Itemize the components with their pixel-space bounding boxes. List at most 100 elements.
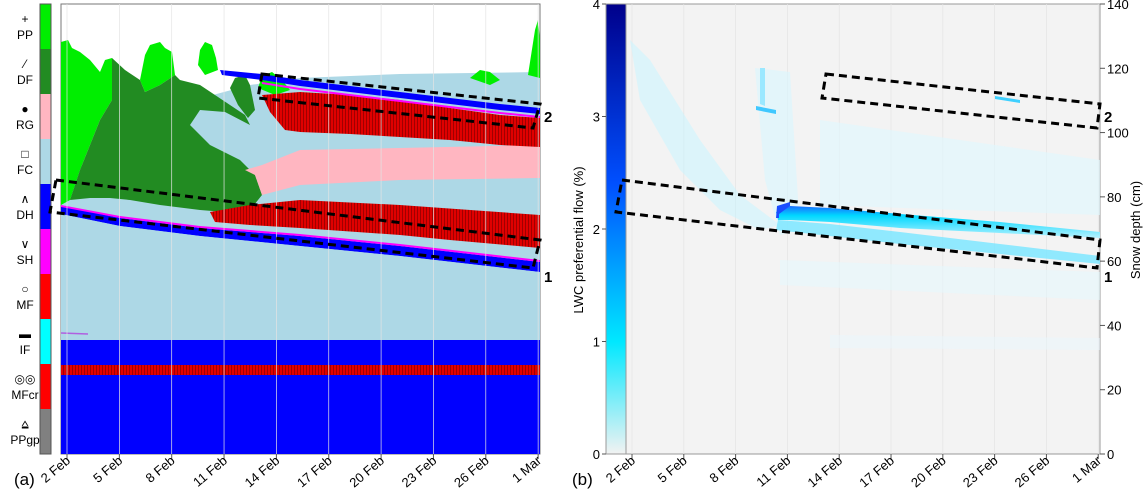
colorbar-ticks: 0 1 2 3 4 xyxy=(593,0,606,462)
colorbar-tick-label: 1 xyxy=(593,335,600,350)
panel-b-x-tick-label: 2 Feb xyxy=(603,453,638,486)
panel-a-x-tick-label: 14 Feb xyxy=(242,453,283,491)
annotation-label-2: 2 xyxy=(544,109,552,126)
preferential-flow-band-lower xyxy=(776,220,1100,264)
panel-a-x-tick-label: 17 Feb xyxy=(294,453,335,491)
panel-a-x-tick-label: 2 Feb xyxy=(38,453,73,486)
annotation-label-2-b: 2 xyxy=(1104,109,1112,126)
legend-labels: + PP ⁄ DF ● RG □ FC ∧ DH ∨ SH ○ MF ▬ IF ◎◎ MFcr ⩠ PPgp xyxy=(10,12,40,447)
snow-depth-axis: 0 20 40 60 80 100 120 140 xyxy=(1100,0,1129,462)
sh-lower-band xyxy=(61,205,540,262)
legend-symbol-rg: ● xyxy=(21,102,28,116)
annotation-box-1-b xyxy=(614,178,1102,270)
legend-color-bar xyxy=(39,3,52,455)
panel-a-x-tick-label: 5 Feb xyxy=(90,453,125,486)
legend-symbol-sh: ∨ xyxy=(21,237,30,251)
fc-lower-band xyxy=(61,214,540,340)
panel-a: + PP ⁄ DF ● RG □ FC ∧ DH ∨ SH ○ MF ▬ IF ◎◎ MFcr ⩠ PPgp xyxy=(10,3,552,490)
if-trace xyxy=(60,332,89,335)
legend-label-pp: PP xyxy=(17,28,33,42)
pp-layer xyxy=(470,70,500,85)
panel-b-x-tick-label: 11 Feb xyxy=(753,453,793,490)
snow-depth-tick-label: 60 xyxy=(1107,254,1121,269)
legend-symbol-mfcr: ◎◎ xyxy=(15,372,36,386)
legend-label-mfcr: MFcr xyxy=(11,388,38,402)
flow-wisp xyxy=(830,335,1100,350)
legend-symbol-fc: □ xyxy=(21,147,28,161)
panel-a-x-tick-label: 8 Feb xyxy=(143,453,178,486)
panel-b-x-tick-label: 26 Feb xyxy=(1012,453,1053,491)
legend-label-fc: FC xyxy=(17,163,33,177)
annotation-label-1-b: 1 xyxy=(1104,269,1112,286)
annotation-box-2-b xyxy=(820,72,1102,130)
flow-wisp xyxy=(630,40,780,230)
preferential-flow-edge xyxy=(776,202,790,218)
legend-swatch-rg xyxy=(40,94,51,139)
legend-label-rg: RG xyxy=(16,118,34,132)
snow-depth-tick-label: 140 xyxy=(1107,0,1129,12)
snow-depth-axis-label: Snow depth (cm) xyxy=(1128,181,1143,279)
legend-swatch-mf xyxy=(40,274,51,319)
pp-layer xyxy=(140,42,175,92)
panel-b-x-tick-label: 17 Feb xyxy=(856,453,897,491)
colorbar xyxy=(605,3,627,455)
df-layer xyxy=(61,58,262,212)
pp-layer xyxy=(61,40,112,205)
mf-lower-layer xyxy=(210,200,540,248)
legend-swatch-df xyxy=(40,49,51,94)
legend-label-if: IF xyxy=(20,343,31,357)
panel-a-x-tick-label: 1 Mar xyxy=(509,452,545,485)
dh-bottom-layer xyxy=(61,340,540,365)
colorbar-tick-label: 2 xyxy=(593,222,600,237)
mfcr-bottom-layer xyxy=(61,365,540,375)
flow-wisp xyxy=(820,120,1100,215)
panel-a-x-tick-label: 20 Feb xyxy=(346,453,387,491)
sh-upper-band xyxy=(262,82,540,118)
legend-label-df: DF xyxy=(17,73,33,87)
annotation-box-1 xyxy=(48,178,542,270)
panel-b-label: (b) xyxy=(572,470,593,489)
legend-symbol-mf: ○ xyxy=(21,282,28,296)
legend-swatch-pp xyxy=(40,4,51,49)
legend-symbol-ppgp: ⩠ xyxy=(21,417,29,431)
legend-label-sh: SH xyxy=(17,253,34,267)
flow-wisp xyxy=(780,260,1100,300)
annotation-label-1: 1 xyxy=(544,269,552,286)
panel-a-x-tick-label: 26 Feb xyxy=(451,453,492,491)
preferential-flow-band xyxy=(776,206,1100,238)
legend-swatch-ppgp xyxy=(40,409,51,454)
panel-b-x-tick-label: 1 Mar xyxy=(1069,452,1105,485)
legend-symbol-pp: + xyxy=(21,12,28,26)
legend-swatch-dh xyxy=(40,184,51,229)
snow-depth-tick-label: 40 xyxy=(1107,318,1121,333)
legend-symbol-df: ⁄ xyxy=(21,57,28,71)
dh-upper-band xyxy=(220,70,540,114)
panel-b-x-tick-label: 14 Feb xyxy=(804,453,845,491)
legend-label-dh: DH xyxy=(16,208,33,222)
legend-symbol-if: ▬ xyxy=(19,327,31,341)
legend-swatch-sh xyxy=(40,229,51,274)
legend-label-mf: MF xyxy=(16,298,33,312)
panel-a-label: (a) xyxy=(14,470,35,489)
legend-swatch-if xyxy=(40,319,51,364)
panel-b-x-tick-label: 20 Feb xyxy=(908,453,949,491)
snow-depth-tick-label: 0 xyxy=(1107,447,1114,462)
panel-a-x-tick-label: 11 Feb xyxy=(190,453,230,490)
flow-streak xyxy=(995,96,1020,103)
panel-b-x-tick-label: 23 Feb xyxy=(960,453,1001,491)
panel-a-plot: 2 1 xyxy=(48,3,552,455)
rg-layer xyxy=(245,145,540,195)
legend-swatch-fc xyxy=(40,139,51,184)
panel-a-x-ticks: 2 Feb 5 Feb 8 Feb 11 Feb 14 Feb 17 Feb 20 Feb 2… xyxy=(38,452,545,490)
snow-depth-tick-label: 20 xyxy=(1107,383,1121,398)
annotation-box-2 xyxy=(256,72,542,130)
dh-base-layer xyxy=(61,375,540,454)
colorbar-tick-label: 0 xyxy=(593,447,600,462)
snow-depth-tick-label: 120 xyxy=(1107,61,1129,76)
legend-bar-frame xyxy=(39,3,52,455)
colorbar-tick-label: 3 xyxy=(593,110,600,125)
panel-a-gridlines xyxy=(66,4,539,454)
flow-streak xyxy=(756,106,776,114)
panel-a-x-tick-label: 23 Feb xyxy=(399,453,440,491)
